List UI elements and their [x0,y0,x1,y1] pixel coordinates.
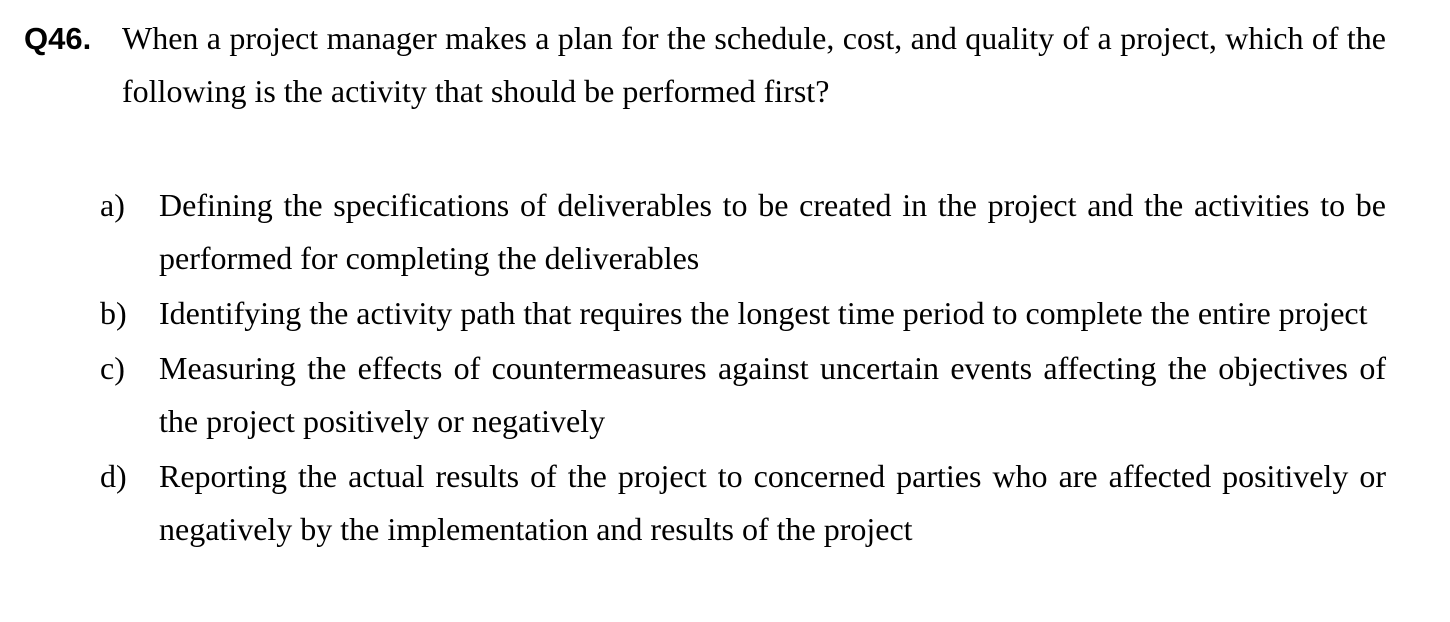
option-label: a) [100,187,125,223]
question-block: Q46. When a project manager makes a plan… [24,12,1386,558]
answer-option-c[interactable]: c) Measuring the effects of countermeasu… [100,342,1386,448]
option-label: b) [100,295,127,331]
answer-options: a) Defining the specifications of delive… [24,179,1386,556]
answer-option-d[interactable]: d) Reporting the actual results of the p… [100,450,1386,556]
option-text: Defining the specifications of deliverab… [159,187,1386,276]
option-label: d) [100,458,127,494]
option-text: Identifying the activity path that requi… [159,295,1368,331]
answer-option-a[interactable]: a) Defining the specifications of delive… [100,179,1386,285]
option-text: Measuring the effects of countermeasures… [159,350,1386,439]
option-label: c) [100,350,125,386]
question-text: When a project manager makes a plan for … [122,20,1386,109]
question-header: Q46. When a project manager makes a plan… [24,12,1386,118]
answer-option-b[interactable]: b) Identifying the activity path that re… [100,287,1386,340]
question-number: Q46. [24,21,92,56]
option-text: Reporting the actual results of the proj… [159,458,1386,547]
